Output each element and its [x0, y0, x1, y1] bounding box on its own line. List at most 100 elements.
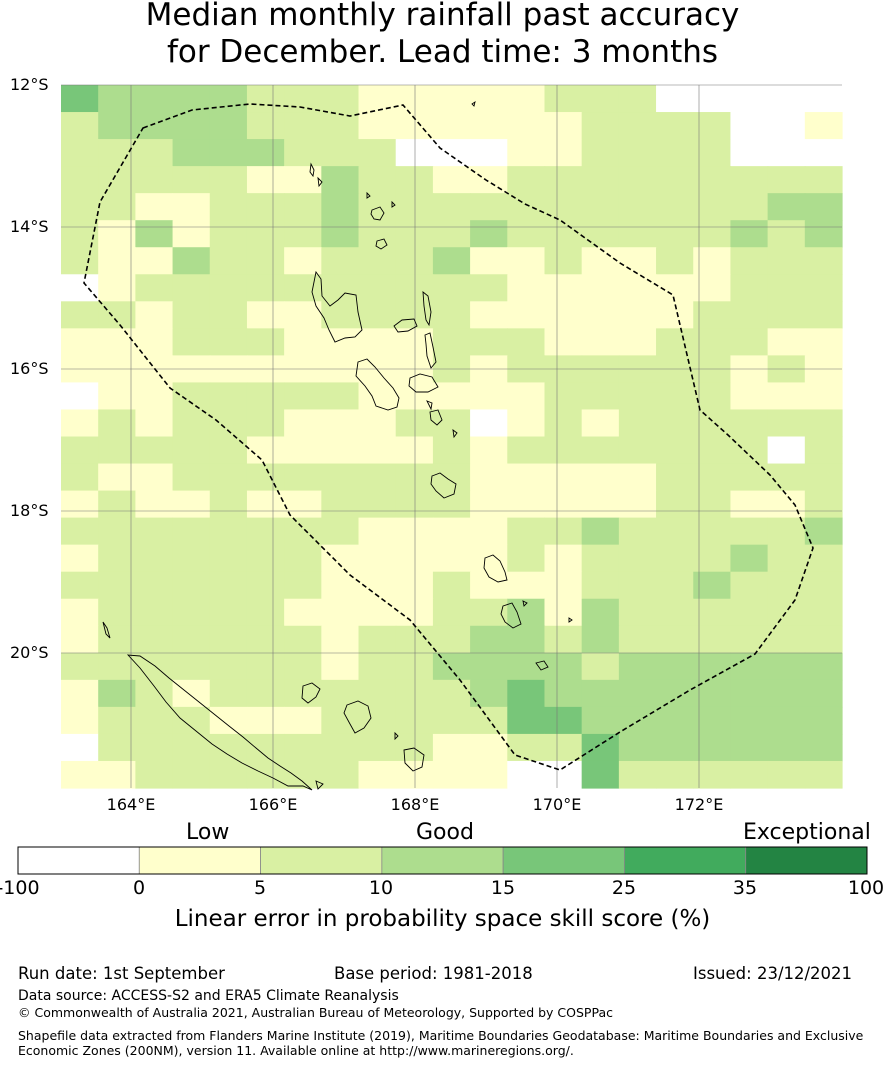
lat-label-14s: 14°S: [10, 217, 49, 236]
island-isle-of-pines: [315, 780, 324, 790]
grid-cell: [804, 193, 843, 221]
grid-cell: [507, 463, 546, 492]
grid-cell: [284, 193, 322, 221]
grid-cell: [395, 85, 434, 113]
grid-cell: [321, 544, 360, 573]
grid-cell: [358, 328, 397, 356]
grid-cell: [172, 382, 211, 411]
grid-cell: [730, 85, 769, 113]
grid-cell: [544, 625, 583, 654]
grid-cell: [804, 544, 843, 573]
lon-label-172e: 172°E: [674, 795, 724, 814]
grid-cell: [730, 598, 769, 627]
grid-cell: [507, 247, 546, 275]
grid-cell: [135, 301, 174, 329]
grid-cell: [470, 598, 508, 627]
grid-cell: [284, 85, 322, 113]
grid-cell: [358, 544, 397, 573]
grid-cell: [61, 328, 99, 356]
grid-cell: [321, 166, 360, 194]
grid-cell: [804, 220, 843, 248]
grid-cell: [321, 571, 360, 600]
grid-cell: [321, 301, 360, 329]
grid-cell: [321, 463, 360, 492]
grid-cell: [618, 679, 657, 708]
grid-cell: [804, 490, 843, 519]
grid-cell: [246, 544, 285, 573]
colorbar-tick-label: 0: [132, 877, 146, 899]
grid-cell: [246, 463, 285, 492]
grid-cell: [507, 220, 546, 248]
grid-cell: [618, 328, 657, 356]
grid-cell: [507, 679, 546, 708]
grid-cell: [321, 598, 360, 627]
grid-cell: [135, 490, 174, 519]
island-ambrym: [408, 373, 439, 393]
grid-cell: [135, 598, 174, 627]
data-source: Data source: ACCESS-S2 and ERA5 Climate …: [18, 988, 399, 1004]
grid-cell: [804, 679, 843, 708]
grid-cell: [98, 436, 136, 465]
grid-cell: [618, 544, 657, 573]
grid-cell: [804, 652, 843, 681]
grid-cell: [693, 85, 732, 113]
grid-cell: [618, 139, 657, 167]
grid-cell: [656, 652, 694, 681]
copyright: © Commonwealth of Australia 2021, Austra…: [18, 1005, 613, 1020]
grid-cell: [544, 247, 583, 275]
grid-cell: [432, 274, 471, 302]
grid-cell: [135, 625, 174, 654]
grid-cell: [656, 679, 694, 708]
grid-cell: [432, 544, 471, 573]
grid-cell: [61, 85, 99, 113]
grid-cell: [804, 517, 843, 546]
grid-cell: [321, 409, 360, 438]
grid-cell: [61, 598, 99, 627]
colorbar-segment: [502, 846, 625, 875]
grid-cell: [135, 571, 174, 600]
grid-cell: [98, 166, 136, 194]
grid-cell: [581, 652, 620, 681]
grid-cell: [98, 733, 136, 762]
base-period: Base period: 1981-2018: [334, 964, 533, 983]
island-tanna: [500, 602, 522, 629]
grid-cell: [767, 652, 806, 681]
island-malekula: [355, 358, 400, 411]
grid-cell: [98, 409, 136, 438]
grid-cell: [395, 247, 434, 275]
shapefile-credit-line1: Shapefile data extracted from Flanders M…: [18, 1028, 864, 1043]
grid-cell: [804, 112, 843, 140]
grid-cell: [730, 625, 769, 654]
grid-cell: [507, 706, 546, 735]
grid-cell: [209, 679, 248, 708]
grid-cell: [618, 571, 657, 600]
grid-cell: [470, 652, 508, 681]
grid-cell: [135, 517, 174, 546]
grid-cell: [172, 409, 211, 438]
grid-cell: [544, 193, 583, 221]
island-pentecost: [424, 332, 437, 369]
grid-cell: [730, 733, 769, 762]
grid-cell: [470, 166, 508, 194]
lat-label-20s: 20°S: [10, 643, 49, 662]
grid-cell: [767, 679, 806, 708]
grid-cell: [767, 382, 806, 411]
grid-cell: [246, 274, 285, 302]
grid-cell: [544, 652, 583, 681]
grid-cell: [358, 733, 397, 762]
lon-label-166e: 166°E: [248, 795, 298, 814]
grid-cell: [246, 220, 285, 248]
grid-cell: [172, 571, 211, 600]
island-belep: [102, 621, 111, 639]
grid-cell: [284, 733, 322, 762]
grid-cell: [395, 112, 434, 140]
grid-cell: [246, 706, 285, 735]
grid-cell: [246, 517, 285, 546]
grid-cell: [656, 436, 694, 465]
island-mere-lava: [391, 200, 396, 208]
grid-cell: [246, 625, 285, 654]
grid-cell: [246, 652, 285, 681]
grid-cell: [656, 382, 694, 411]
grid-cell: [656, 517, 694, 546]
grid-cell: [470, 571, 508, 600]
